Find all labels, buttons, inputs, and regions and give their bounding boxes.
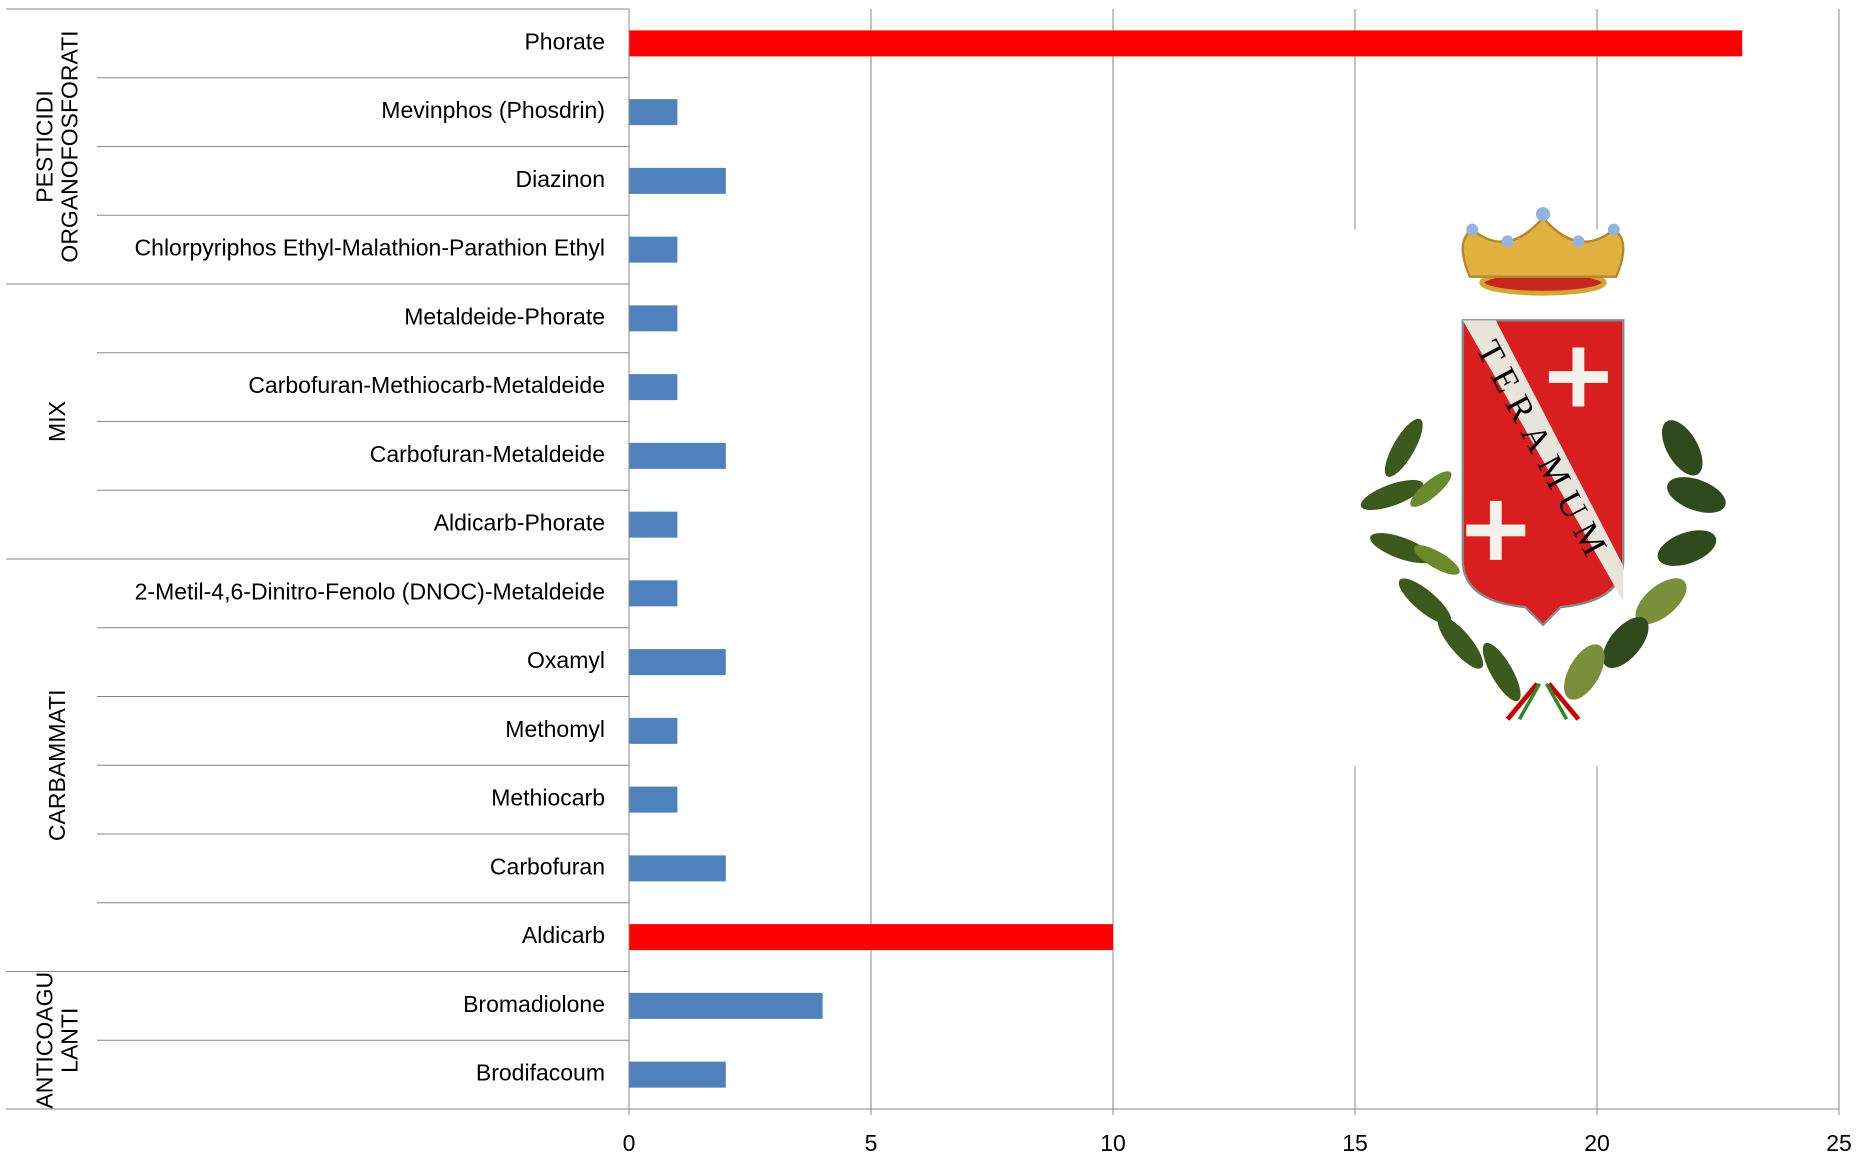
y-tick-label: Chlorpyriphos Ethyl-Malathion-Parathion …	[135, 235, 605, 261]
bar	[629, 99, 678, 126]
ribbon	[1517, 682, 1569, 721]
y-tick-label: Bromadiolone	[463, 991, 605, 1017]
bar	[629, 374, 678, 401]
crown	[1461, 215, 1625, 278]
plot-layer: 0 5 10 15 20 25 PESTICIDI ORGANOFOSFORATI Phorat…	[6, 8, 1852, 1156]
bar	[629, 236, 678, 263]
y-tick-label: Aldicarb	[522, 922, 605, 948]
oak-right	[1564, 420, 1726, 700]
crown-pearls	[1466, 207, 1620, 248]
y-tick-label: Carbofuran-Methiocarb-Metaldeide	[248, 372, 605, 398]
bar	[629, 855, 726, 882]
laurel-left	[1360, 418, 1521, 702]
group-label: ORGANOFOSFORATI	[57, 30, 83, 262]
cross	[1548, 347, 1608, 407]
y-tick-label: Phorate	[524, 28, 605, 54]
y-tick-label: Aldicarb-Phorate	[434, 510, 605, 536]
shield-band	[1462, 320, 1624, 602]
group-label: CARBAMMATI	[44, 689, 70, 841]
ribbon	[1505, 682, 1581, 721]
y-tick-label: Oxamyl	[527, 647, 605, 673]
group-label: LANTI	[57, 1008, 83, 1073]
bar	[629, 717, 678, 744]
bar	[629, 1061, 726, 1088]
bar	[629, 511, 678, 538]
y-tick-label: Carbofuran-Metaldeide	[370, 441, 605, 467]
bar	[629, 992, 823, 1019]
x-tick-label: 0	[623, 1130, 636, 1156]
bar	[629, 442, 726, 469]
x-tick-label: 25	[1826, 1130, 1852, 1156]
cross	[1466, 500, 1526, 560]
logo: TERAMUM	[1350, 207, 1736, 767]
bar	[629, 167, 726, 194]
bar	[629, 305, 678, 332]
y-tick-label: Mevinphos (Phosdrin)	[381, 97, 605, 123]
y-tick-label: Metaldeide-Phorate	[404, 303, 605, 329]
group-label: PESTICIDI	[32, 90, 58, 202]
y-tick-label: Brodifacoum	[476, 1060, 605, 1086]
y-tick-label: 2-Metil-4,6-Dinitro-Fenolo (DNOC)-Metald…	[135, 578, 605, 604]
y-tick-label: Diazinon	[516, 166, 606, 192]
bar	[629, 924, 1113, 951]
bar	[629, 649, 726, 676]
x-tick-label: 20	[1584, 1130, 1610, 1156]
group-label: MIX	[44, 401, 70, 442]
bar	[629, 786, 678, 813]
x-tick-label: 5	[865, 1130, 878, 1156]
bar	[629, 580, 678, 607]
y-tick-label: Carbofuran	[490, 853, 605, 879]
bar	[629, 30, 1743, 57]
y-tick-label: Methiocarb	[491, 785, 605, 811]
y-tick-label: Methomyl	[505, 716, 605, 742]
group-label: ANTICOAGU	[32, 972, 58, 1109]
x-tick-label: 15	[1342, 1130, 1368, 1156]
x-tick-label: 10	[1100, 1130, 1126, 1156]
